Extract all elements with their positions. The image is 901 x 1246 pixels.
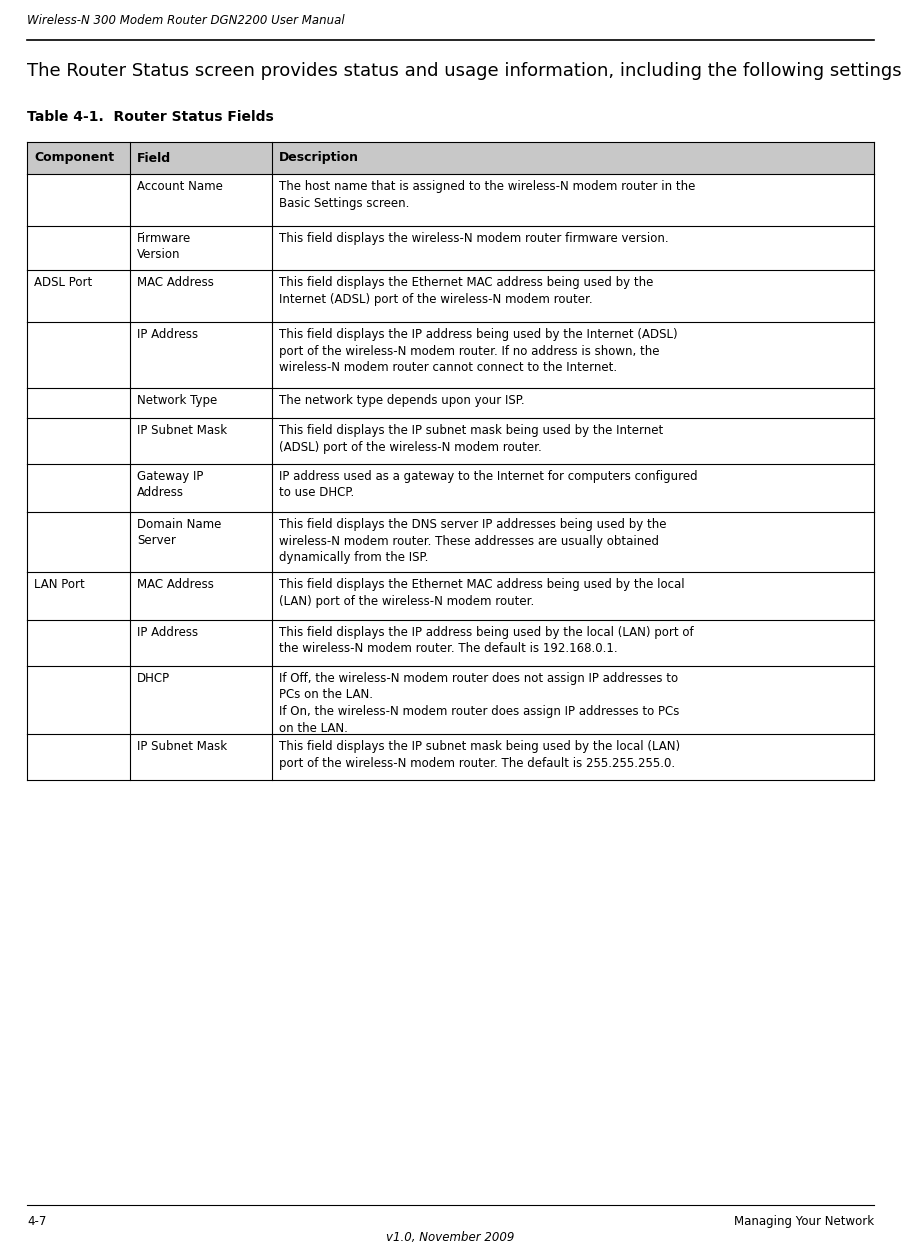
Bar (27, 572, 874, 621)
Text: ADSL Port: ADSL Port (34, 277, 92, 289)
Bar (27, 142, 874, 174)
Text: Gateway IP
Address: Gateway IP Address (137, 470, 204, 500)
Text: MAC Address: MAC Address (137, 277, 214, 289)
Text: Description: Description (279, 152, 359, 164)
Text: This field displays the Ethernet MAC address being used by the local
(LAN) port : This field displays the Ethernet MAC add… (279, 578, 685, 608)
Bar (27, 388, 874, 417)
Bar (27, 512, 874, 572)
Bar (27, 667, 874, 734)
Text: Account Name: Account Name (137, 179, 223, 193)
Text: 4-7: 4-7 (27, 1215, 46, 1229)
Text: This field displays the DNS server IP addresses being used by the
wireless-N mod: This field displays the DNS server IP ad… (279, 518, 667, 564)
Bar (27, 734, 874, 780)
Bar (27, 621, 874, 667)
Text: DHCP: DHCP (137, 672, 170, 685)
Text: IP Address: IP Address (137, 625, 198, 639)
Text: Firmware
Version: Firmware Version (137, 232, 191, 262)
Text: Field: Field (137, 152, 171, 164)
Text: The Router Status screen provides status and usage information, including the fo: The Router Status screen provides status… (27, 62, 901, 80)
Text: Managing Your Network: Managing Your Network (734, 1215, 874, 1229)
Text: This field displays the wireless-N modem router firmware version.: This field displays the wireless-N modem… (279, 232, 669, 245)
Text: Network Type: Network Type (137, 394, 217, 407)
Text: IP Subnet Mask: IP Subnet Mask (137, 424, 227, 437)
Text: This field displays the IP address being used by the Internet (ADSL)
port of the: This field displays the IP address being… (279, 328, 678, 374)
Text: IP Subnet Mask: IP Subnet Mask (137, 740, 227, 753)
Bar (27, 270, 874, 321)
Text: The network type depends upon your ISP.: The network type depends upon your ISP. (279, 394, 524, 407)
Text: This field displays the IP subnet mask being used by the Internet
(ADSL) port of: This field displays the IP subnet mask b… (279, 424, 663, 454)
Text: Table 4-1.  Router Status Fields: Table 4-1. Router Status Fields (27, 110, 274, 125)
Text: IP Address: IP Address (137, 328, 198, 341)
Text: Domain Name
Server: Domain Name Server (137, 518, 222, 547)
Text: If Off, the wireless-N modem router does not assign IP addresses to
PCs on the L: If Off, the wireless-N modem router does… (279, 672, 679, 734)
Text: LAN Port: LAN Port (34, 578, 85, 591)
Text: This field displays the IP address being used by the local (LAN) port of
the wir: This field displays the IP address being… (279, 625, 694, 655)
Text: MAC Address: MAC Address (137, 578, 214, 591)
Bar (27, 321, 874, 388)
Bar (27, 464, 874, 512)
Text: v1.0, November 2009: v1.0, November 2009 (387, 1231, 514, 1244)
Bar (27, 417, 874, 464)
Bar (27, 226, 874, 270)
Bar (27, 174, 874, 226)
Text: IP address used as a gateway to the Internet for computers configured
to use DHC: IP address used as a gateway to the Inte… (279, 470, 697, 500)
Text: Component: Component (34, 152, 114, 164)
Text: This field displays the Ethernet MAC address being used by the
Internet (ADSL) p: This field displays the Ethernet MAC add… (279, 277, 653, 305)
Text: This field displays the IP subnet mask being used by the local (LAN)
port of the: This field displays the IP subnet mask b… (279, 740, 680, 770)
Text: Wireless-N 300 Modem Router DGN2200 User Manual: Wireless-N 300 Modem Router DGN2200 User… (27, 14, 344, 27)
Text: The host name that is assigned to the wireless-N modem router in the
Basic Setti: The host name that is assigned to the wi… (279, 179, 696, 209)
